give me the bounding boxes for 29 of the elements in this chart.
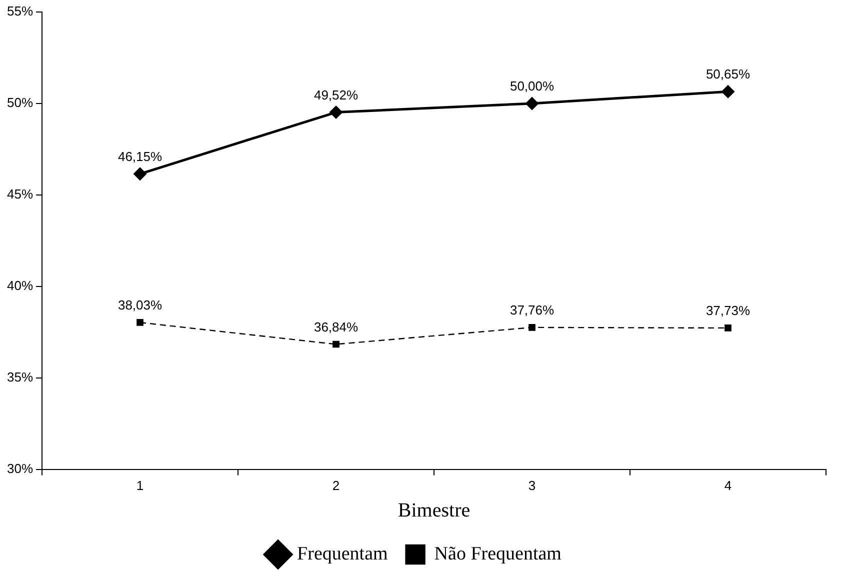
point: [330, 106, 342, 119]
data-label: 38,03%: [118, 298, 162, 313]
y-tick-label: 30%: [6, 460, 34, 476]
point: [136, 319, 144, 326]
x-tick-label: 2: [332, 478, 340, 493]
point: [722, 85, 734, 98]
legend-label: Frequentam: [297, 543, 388, 564]
data-label: 49,52%: [314, 87, 358, 102]
point: [332, 340, 340, 348]
point: [134, 168, 146, 180]
data-label: 37,76%: [510, 302, 554, 318]
x-axis-title: Bimestre: [398, 499, 470, 522]
x-tick-label: 1: [136, 478, 144, 493]
legend-label: Não Frequentam: [434, 543, 562, 564]
y-tick-label: 35%: [6, 370, 34, 384]
point: [724, 324, 732, 332]
point: [528, 324, 536, 331]
point: [526, 97, 538, 110]
x-tick-label: 3: [528, 478, 536, 493]
data-label: 37,73%: [706, 303, 750, 318]
data-label: 46,15%: [118, 149, 162, 164]
data-label: 50,65%: [706, 66, 750, 82]
y-tick-label: 55%: [6, 4, 34, 19]
y-tick-label: 50%: [6, 95, 34, 110]
data-label: 50,00%: [510, 78, 554, 94]
y-tick-label: 40%: [6, 278, 34, 294]
data-label: 36,84%: [314, 319, 358, 334]
x-tick-label: 4: [724, 478, 732, 493]
y-tick-label: 45%: [6, 186, 34, 202]
